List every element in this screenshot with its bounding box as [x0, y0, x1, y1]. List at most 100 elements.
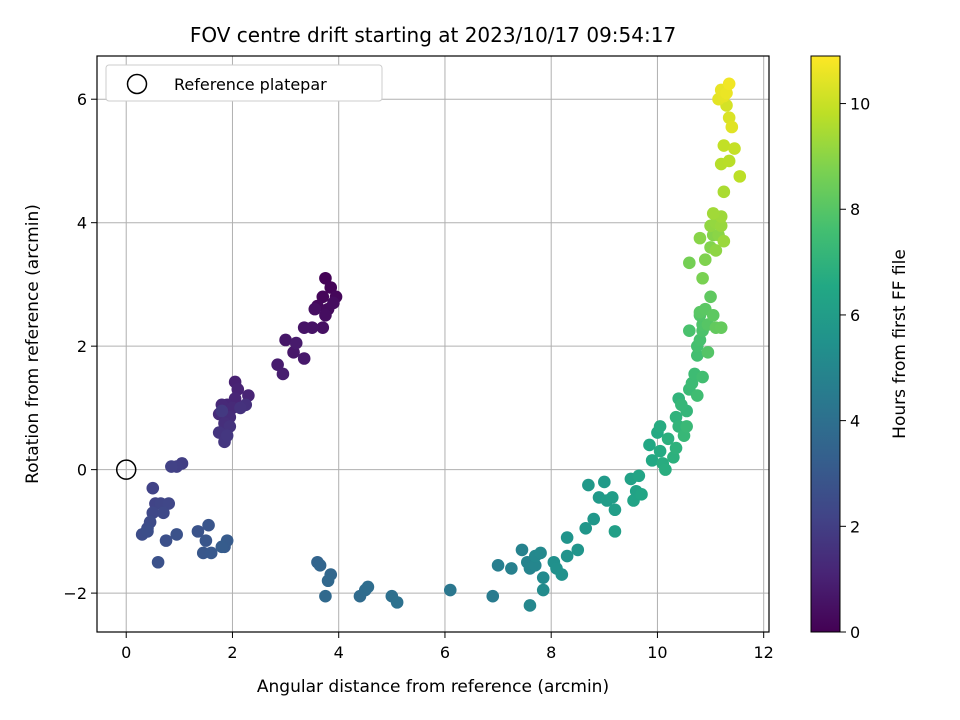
legend-label-reference-platepar: Reference platepar [174, 75, 327, 94]
data-point [327, 296, 340, 310]
data-point [696, 271, 709, 285]
data-point [491, 559, 505, 572]
data-point [701, 346, 715, 359]
data-point [579, 521, 593, 535]
data-point [675, 398, 688, 412]
data-point [706, 308, 720, 322]
x-tick-label: 4 [334, 643, 344, 662]
data-point [204, 546, 218, 560]
grid-lines [97, 56, 769, 632]
data-point [717, 185, 731, 199]
data-point [191, 525, 205, 538]
colorbar: 0 2 4 6 8 10 Hours from first FF file [810, 55, 910, 642]
data-point [582, 478, 595, 492]
data-point [704, 290, 717, 304]
data-point [276, 367, 290, 381]
y-tick-label: −2 [63, 584, 87, 603]
data-point [297, 352, 311, 365]
data-point [170, 528, 183, 541]
chart-title: FOV centre drift starting at 2023/10/17 … [190, 23, 676, 47]
colorbar-ticks: 0 2 4 6 8 10 [840, 95, 870, 642]
data-point [653, 420, 667, 433]
data-point [215, 404, 229, 418]
data-point [725, 120, 739, 134]
colorbar-tick-label: 2 [850, 517, 860, 536]
legend: Reference platepar [105, 64, 383, 102]
data-point [733, 170, 747, 183]
data-point [279, 333, 292, 347]
data-point [199, 534, 213, 547]
data-point [157, 506, 170, 520]
colorbar-tick-label: 10 [850, 95, 870, 114]
data-point [560, 531, 574, 544]
data-point [165, 460, 178, 473]
data-point [534, 546, 547, 560]
data-point [728, 142, 741, 155]
data-point [571, 543, 585, 557]
data-point [717, 139, 731, 152]
data-point [390, 596, 404, 609]
data-point [698, 253, 712, 267]
data-point [162, 497, 176, 510]
data-point [297, 321, 311, 334]
x-tick-label: 2 [227, 643, 237, 662]
colorbar-gradient [810, 55, 841, 633]
data-point [669, 441, 683, 455]
data-point [528, 559, 542, 572]
data-point [683, 256, 696, 270]
data-point [151, 555, 165, 569]
data-point [635, 488, 648, 501]
data-point [555, 568, 569, 581]
data-point [308, 302, 322, 316]
data-point [361, 580, 375, 594]
plot-frame [96, 55, 770, 633]
data-point [605, 491, 619, 504]
x-tick-label: 12 [754, 643, 774, 662]
data-point [645, 454, 659, 467]
scatter-points [135, 77, 747, 612]
data-point [515, 543, 529, 557]
x-axis-ticks: 0 2 4 6 8 10 12 [121, 632, 774, 662]
data-point [324, 281, 338, 294]
data-point [690, 349, 704, 362]
data-point [632, 469, 646, 483]
colorbar-tick-label: 4 [850, 412, 860, 431]
data-point [683, 324, 696, 338]
data-point [587, 512, 600, 526]
data-point [709, 244, 723, 257]
y-tick-label: 2 [77, 337, 87, 356]
data-point [661, 432, 675, 446]
data-point [319, 271, 332, 285]
data-point [321, 574, 335, 588]
data-point [680, 420, 693, 433]
data-point [523, 599, 537, 612]
data-point [714, 321, 728, 334]
y-tick-label: 6 [77, 90, 87, 109]
legend-reference-marker [126, 73, 148, 95]
data-point [313, 559, 327, 572]
data-point [536, 571, 550, 584]
y-axis-ticks: −2 0 2 4 6 [63, 90, 97, 603]
data-point [316, 321, 330, 334]
y-tick-label: 0 [77, 461, 87, 480]
data-point [722, 154, 736, 168]
data-point [146, 481, 160, 495]
data-point [598, 475, 611, 489]
data-point [220, 429, 234, 442]
data-point [560, 549, 574, 563]
data-point [202, 518, 215, 532]
data-point [706, 207, 720, 220]
y-axis-label: Rotation from reference (arcmin) [23, 204, 43, 484]
data-point [234, 401, 247, 415]
data-point [714, 219, 728, 233]
data-point [717, 234, 731, 248]
data-point [505, 562, 518, 575]
data-point [215, 540, 229, 554]
data-point [659, 463, 672, 476]
x-tick-label: 6 [440, 643, 450, 662]
data-point [159, 534, 173, 547]
data-point [316, 290, 330, 304]
data-point [608, 503, 622, 517]
legend-box [105, 64, 383, 102]
